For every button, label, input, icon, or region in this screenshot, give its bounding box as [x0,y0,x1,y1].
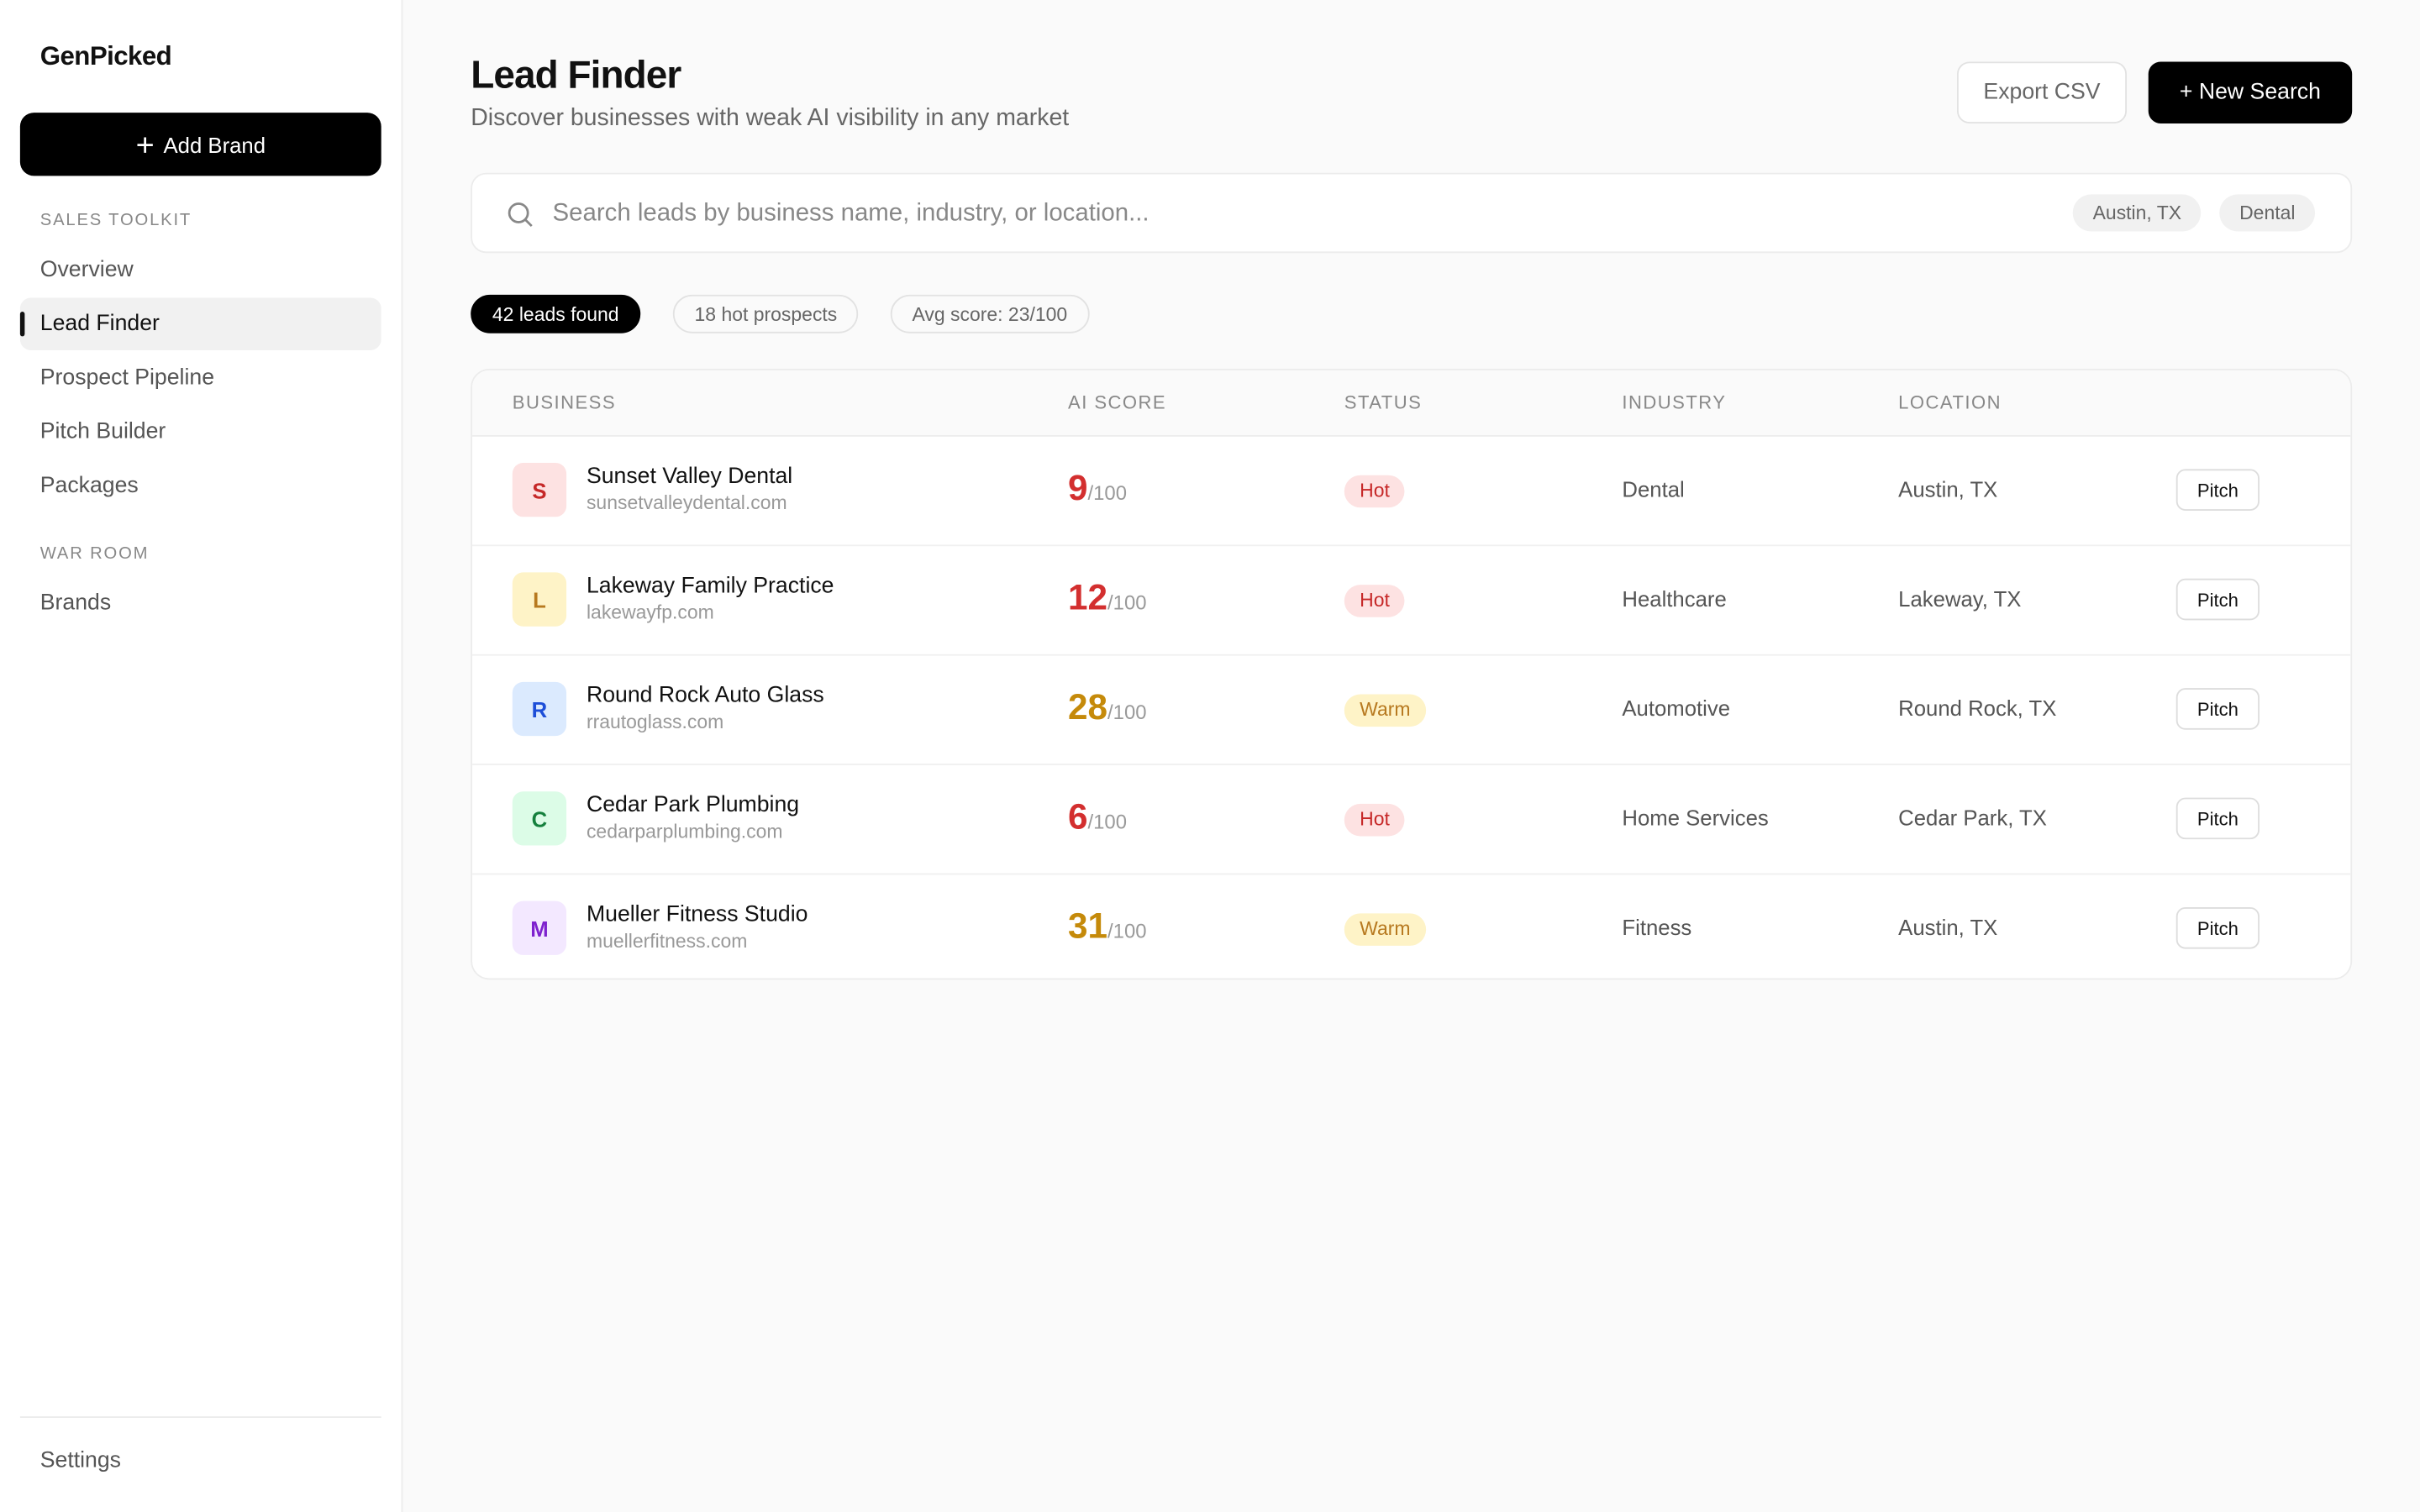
settings-link[interactable]: Settings [39,1448,122,1474]
business-name: Sunset Valley Dental [586,464,793,490]
industry: Fitness [1622,915,1692,940]
status-badge: Hot [1344,803,1406,837]
status-badge: Warm [1344,694,1426,727]
search-placeholder: Search leads by business name, industry,… [552,200,1150,227]
industry: Healthcare [1622,585,1727,612]
pitch-button[interactable]: Pitch [2175,906,2260,949]
filter-chip[interactable]: Austin, TX [2072,194,2202,232]
filter-chip[interactable]: Dental [2219,194,2316,232]
search-bar[interactable]: Search leads by business name, industry,… [471,172,2353,254]
add-brand-label: Add Brand [163,132,266,157]
pitch-button[interactable]: Pitch [2175,469,2260,511]
avatar: L [512,572,567,627]
section-title: WAR ROOM [39,544,150,564]
leads-table: BUSINESS AI SCORE STATUS INDUSTRY LOCATION S S… [471,368,2353,980]
stat-pill: Avg score: 23/100 [890,294,1089,333]
table-row: S Sunset Valley Dental sunsetvalleydental.… [472,435,2351,547]
pitch-button[interactable]: Pitch [2175,797,2260,840]
business-name: Lakeway Family Practice [586,574,834,599]
business-name: Cedar Park Plumbing [586,793,800,818]
page-title: Lead Finder [471,54,681,97]
sidebar: GenPicked Add Brand SALES TOOLKIT Overvie… [0,0,403,1512]
score-suffix: /100 [1107,700,1147,724]
nav-item[interactable]: Brands [39,591,112,616]
location: Austin, TX [1898,915,1998,940]
location: Round Rock, TX [1898,696,2057,721]
business-name: Round Rock Auto Glass [586,683,824,709]
business-domain: rrautoglass.com [586,711,724,733]
status-badge: Hot [1344,585,1406,617]
pitch-button[interactable]: Pitch [2175,688,2260,730]
location: Lakeway, TX [1898,585,2022,612]
ai-score: 28/100 [1068,686,1147,728]
industry: Home Services [1622,805,1769,831]
avatar: R [512,681,567,737]
location: Austin, TX [1898,476,1998,501]
industry: Automotive [1622,696,1731,721]
nav-item[interactable]: Lead Finder [19,297,381,350]
search-icon [508,202,533,228]
nav-item[interactable]: Packages [39,473,139,499]
column-header: LOCATION [1898,391,2002,414]
score-value: 12 [1068,576,1108,617]
nav-item[interactable]: Prospect Pipeline [39,365,215,391]
page-subtitle: Discover businesses with weak AI visibil… [471,104,1070,132]
score-suffix: /100 [1107,591,1147,615]
pitch-button[interactable]: Pitch [2175,578,2260,621]
plus-icon [137,136,153,152]
score-value: 6 [1068,795,1088,837]
add-brand-button[interactable]: Add Brand [19,113,381,176]
section-title: SALES TOOLKIT [39,211,192,230]
avatar: C [512,791,567,846]
ai-score: 12/100 [1068,577,1147,619]
ai-score: 31/100 [1068,906,1147,948]
score-value: 9 [1068,467,1088,508]
score-suffix: /100 [1087,481,1128,505]
industry: Dental [1622,476,1685,501]
business-name: Mueller Fitness Studio [586,902,808,927]
business-domain: muellerfitness.com [586,930,748,953]
new-search-button[interactable]: + New Search [2148,61,2353,123]
status-badge: Hot [1344,475,1406,508]
divider [19,1416,381,1418]
table-row: M Mueller Fitness Studio muellerfitness.co… [472,874,2350,979]
score-value: 31 [1068,906,1108,946]
business-domain: sunsetvalleydental.com [586,491,787,514]
avatar: S [512,463,567,517]
table-row: L Lakeway Family Practice lakewayfp.com 12/… [472,544,2351,656]
export-button[interactable]: Export CSV [1956,61,2128,123]
location: Cedar Park, TX [1898,805,2047,831]
nav-item[interactable]: Overview [39,257,134,283]
stat-pill: 42 leads found [471,294,641,333]
business-domain: lakewayfp.com [586,601,714,624]
score-value: 28 [1068,686,1108,727]
table-row: C Cedar Park Plumbing cedarparplumbing.com… [472,764,2351,875]
table-header [472,370,2351,437]
score-suffix: /100 [1087,810,1128,833]
business-domain: cedarparplumbing.com [586,821,783,843]
logo: GenPicked [39,41,172,71]
column-header: AI SCORE [1068,391,1167,414]
nav-item[interactable]: Pitch Builder [39,419,166,444]
column-header: INDUSTRY [1622,391,1727,414]
ai-score: 9/100 [1068,468,1127,510]
table-row: R Round Rock Auto Glass rrautoglass.com 28/… [472,654,2351,766]
ai-score: 6/100 [1068,796,1127,838]
stat-pill: 18 hot prospects [672,294,859,333]
score-suffix: /100 [1107,919,1147,943]
status-badge: Warm [1344,913,1426,946]
column-header: STATUS [1344,391,1423,414]
column-header: BUSINESS [512,391,617,414]
avatar: M [512,900,567,955]
